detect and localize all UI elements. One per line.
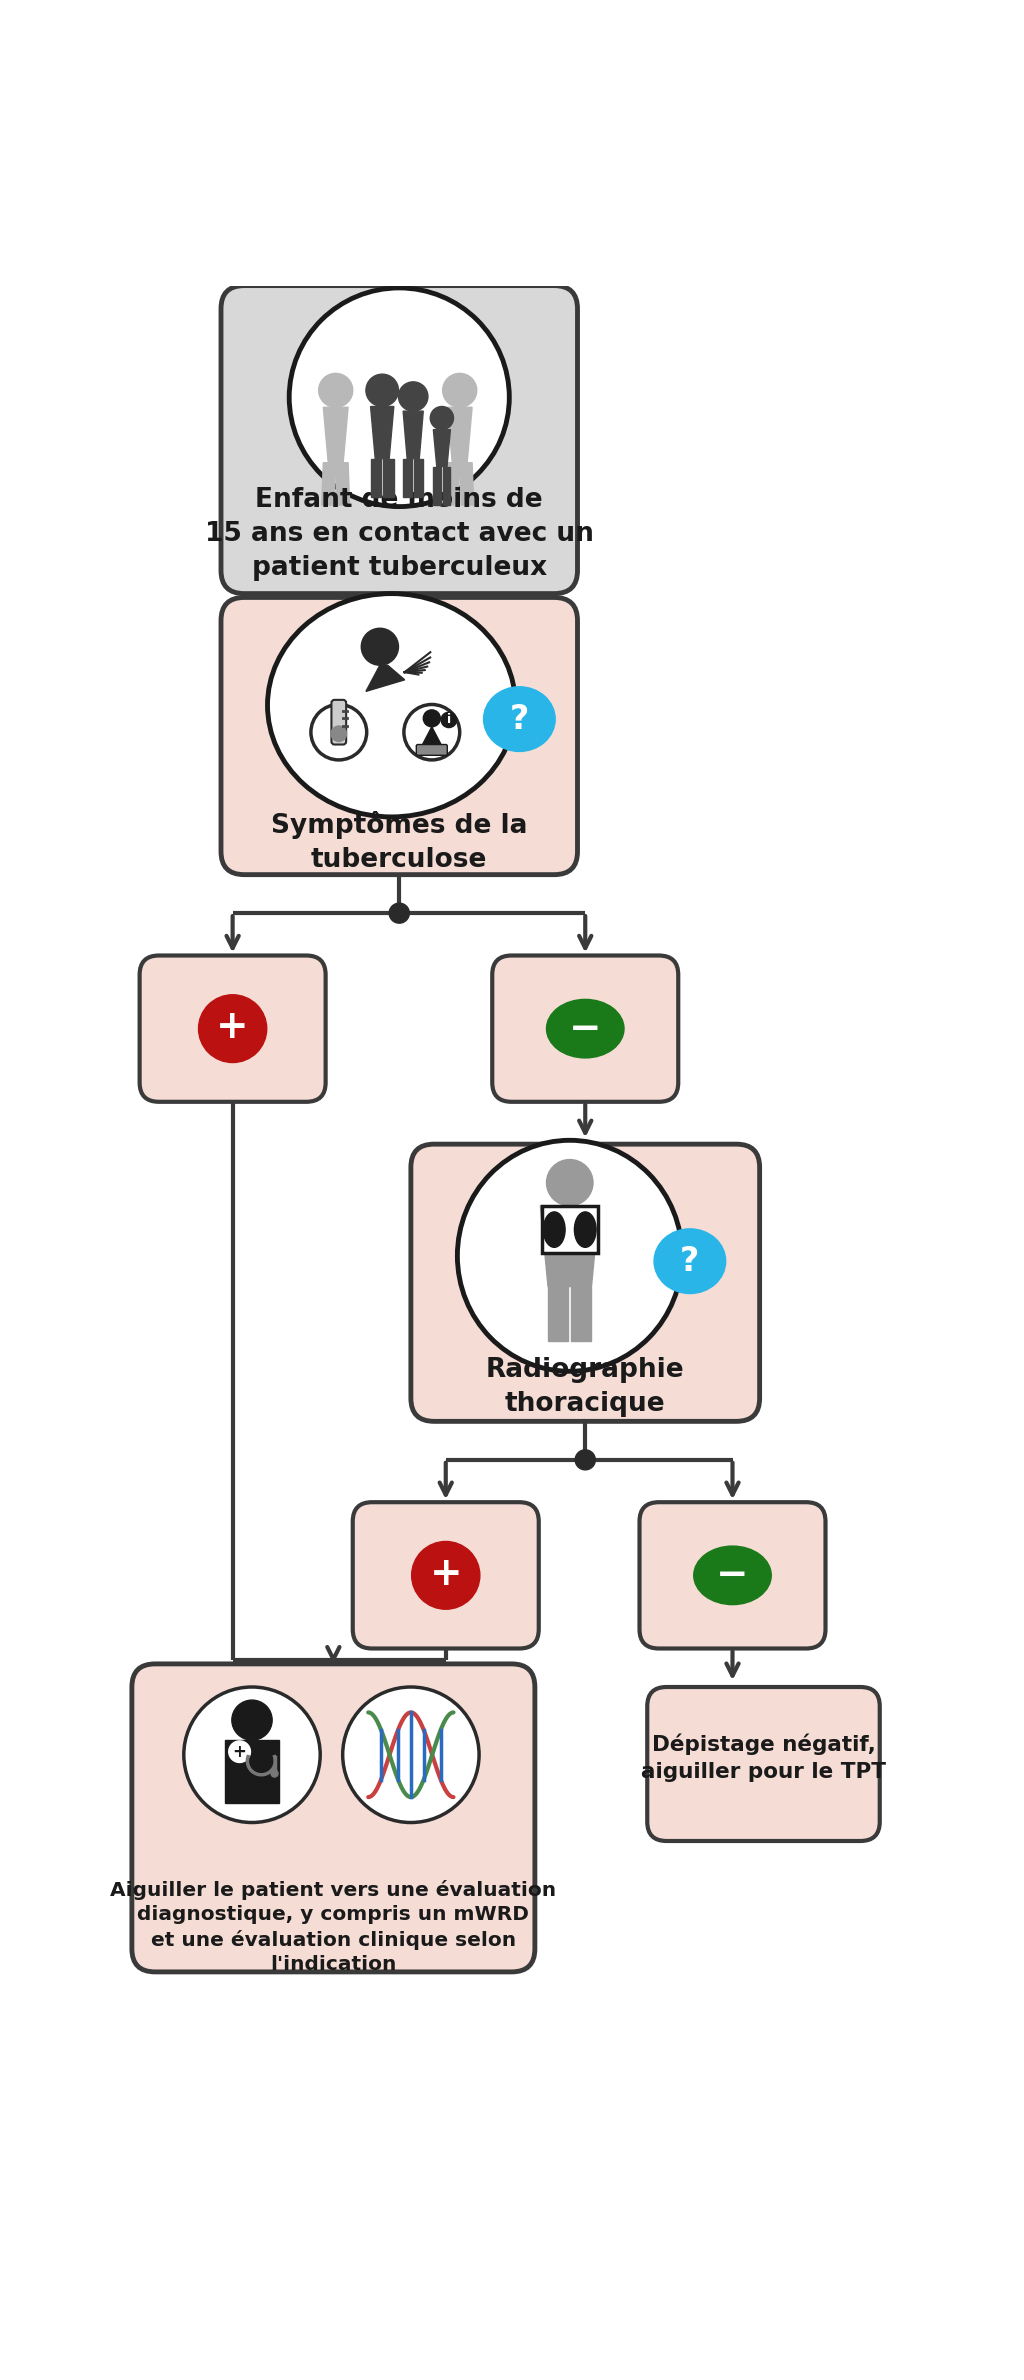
Circle shape [311, 704, 367, 759]
FancyBboxPatch shape [411, 1145, 760, 1421]
Polygon shape [422, 726, 442, 745]
Circle shape [199, 995, 266, 1061]
Circle shape [423, 709, 440, 726]
Polygon shape [445, 462, 460, 505]
Polygon shape [371, 459, 381, 497]
Text: −: − [716, 1557, 749, 1595]
FancyBboxPatch shape [417, 745, 447, 754]
Polygon shape [403, 459, 413, 497]
Text: ?: ? [510, 702, 529, 735]
Polygon shape [225, 1740, 280, 1802]
Circle shape [430, 407, 454, 428]
FancyBboxPatch shape [542, 1207, 598, 1254]
Circle shape [361, 628, 398, 664]
Polygon shape [571, 1288, 592, 1340]
Polygon shape [541, 1207, 599, 1288]
Circle shape [231, 1699, 272, 1740]
Ellipse shape [547, 1000, 624, 1057]
Polygon shape [383, 459, 394, 497]
Circle shape [442, 374, 477, 407]
Circle shape [412, 1542, 480, 1609]
Ellipse shape [693, 1547, 771, 1604]
Polygon shape [433, 466, 441, 505]
Text: ?: ? [680, 1245, 699, 1278]
Circle shape [547, 1159, 593, 1207]
Text: Aiguiller le patient vers une évaluation
diagnostique, y compris un mWRD
et une : Aiguiller le patient vers une évaluation… [111, 1880, 556, 1975]
Circle shape [343, 1687, 479, 1823]
Circle shape [183, 1687, 321, 1823]
FancyBboxPatch shape [221, 597, 578, 876]
Circle shape [389, 902, 410, 923]
Polygon shape [414, 459, 423, 497]
Polygon shape [403, 412, 423, 459]
Polygon shape [442, 466, 451, 505]
Text: +: + [232, 1742, 247, 1761]
Polygon shape [322, 462, 336, 505]
FancyBboxPatch shape [221, 286, 578, 593]
Ellipse shape [267, 593, 515, 816]
Ellipse shape [574, 1211, 596, 1247]
Polygon shape [336, 462, 349, 505]
Polygon shape [460, 462, 474, 505]
Polygon shape [447, 407, 472, 462]
Polygon shape [324, 407, 348, 462]
FancyBboxPatch shape [132, 1664, 535, 1973]
Circle shape [441, 712, 457, 728]
Ellipse shape [544, 1211, 565, 1247]
FancyBboxPatch shape [332, 700, 346, 745]
FancyBboxPatch shape [647, 1687, 880, 1842]
Circle shape [366, 374, 398, 407]
Ellipse shape [483, 688, 555, 752]
Ellipse shape [458, 1140, 682, 1371]
Circle shape [398, 381, 428, 412]
Text: Symptômes de la
tuberculose: Symptômes de la tuberculose [271, 812, 527, 873]
Circle shape [289, 288, 509, 507]
FancyBboxPatch shape [640, 1502, 825, 1649]
Polygon shape [548, 1288, 568, 1340]
Circle shape [403, 704, 460, 759]
Polygon shape [371, 407, 394, 459]
Circle shape [575, 1449, 595, 1471]
Text: Dépistage négatif,
aiguiller pour le TPT: Dépistage négatif, aiguiller pour le TPT [641, 1735, 886, 1783]
Circle shape [271, 1771, 279, 1778]
Circle shape [318, 374, 352, 407]
Polygon shape [366, 666, 404, 693]
Text: +: + [216, 1009, 249, 1047]
FancyBboxPatch shape [493, 954, 678, 1102]
Text: +: + [429, 1554, 462, 1592]
Text: i: i [446, 714, 451, 726]
FancyBboxPatch shape [352, 1502, 539, 1649]
Circle shape [331, 726, 346, 743]
Ellipse shape [654, 1228, 726, 1295]
Text: Radiographie
thoracique: Radiographie thoracique [486, 1357, 685, 1416]
Polygon shape [433, 428, 451, 466]
Circle shape [228, 1740, 251, 1764]
Text: Enfant de moins de
15 ans en contact avec un
patient tuberculeux: Enfant de moins de 15 ans en contact ave… [205, 486, 594, 581]
FancyBboxPatch shape [139, 954, 326, 1102]
Text: −: − [569, 1009, 601, 1047]
